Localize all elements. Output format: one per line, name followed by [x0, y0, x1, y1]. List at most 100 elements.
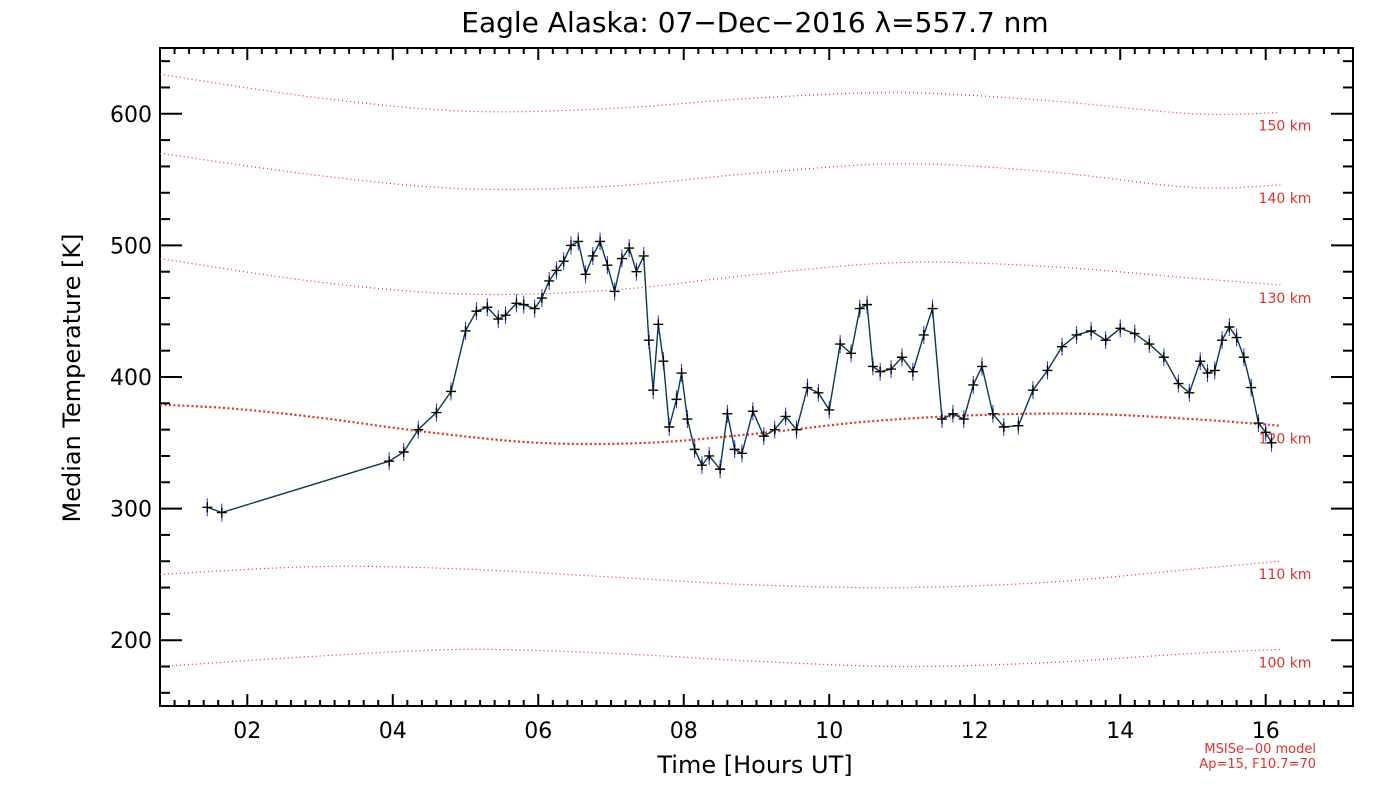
data-point: [689, 444, 700, 455]
data-point: [1266, 437, 1277, 448]
data-point: [518, 299, 529, 310]
x-tick-label: 14: [1106, 719, 1134, 744]
data-point: [758, 431, 769, 442]
x-tick-label: 16: [1252, 719, 1280, 744]
data-point: [1253, 418, 1264, 429]
data-point: [413, 424, 424, 435]
data-point: [536, 293, 547, 304]
data-point: [595, 236, 606, 247]
data-point: [638, 250, 649, 261]
data-series: [202, 232, 1277, 522]
data-point: [398, 447, 409, 458]
data-point: [1184, 387, 1195, 398]
data-point: [715, 464, 726, 475]
x-tick-label: 06: [524, 719, 552, 744]
data-point: [886, 364, 897, 375]
model-annotation-line1: MSISe−00 model: [1204, 742, 1316, 757]
data-point: [216, 507, 227, 518]
data-point: [802, 382, 813, 393]
model-curve-label: 140 km: [1259, 191, 1312, 207]
data-point: [936, 414, 947, 425]
data-point: [968, 379, 979, 390]
data-point: [431, 407, 442, 418]
x-tick-label: 08: [670, 719, 698, 744]
y-tick-label: 300: [110, 498, 152, 523]
data-point: [998, 422, 1009, 433]
x-tick-label: 10: [815, 719, 843, 744]
y-tick-label: 400: [110, 366, 152, 391]
model-curve-label: 100 km: [1259, 655, 1312, 671]
data-point: [1086, 325, 1097, 336]
data-point: [696, 460, 707, 471]
data-point: [736, 448, 747, 459]
data-point: [1209, 365, 1220, 376]
data-point: [947, 408, 958, 419]
data-point: [1057, 341, 1068, 352]
data-point: [1129, 328, 1140, 339]
data-point: [616, 253, 627, 264]
data-point: [587, 250, 598, 261]
data-point: [511, 298, 522, 309]
y-tick-label: 200: [110, 629, 152, 654]
data-point: [896, 352, 907, 363]
data-point: [1231, 332, 1242, 343]
data-point: [791, 424, 802, 435]
data-point: [1144, 339, 1155, 350]
data-point: [609, 286, 620, 297]
data-point: [927, 303, 938, 314]
data-point: [729, 444, 740, 455]
data-point: [384, 456, 395, 467]
model-curve-100-km: [159, 648, 1281, 668]
model-curve-label: 110 km: [1259, 567, 1312, 583]
data-point: [1173, 378, 1184, 389]
data-point: [1224, 321, 1235, 332]
data-point: [854, 303, 865, 314]
data-point: [658, 356, 669, 367]
data-point: [1027, 385, 1038, 396]
data-point: [631, 266, 642, 277]
data-point: [529, 303, 540, 314]
data-point: [1100, 335, 1111, 346]
data-point: [722, 408, 733, 419]
data-point: [835, 339, 846, 350]
data-point: [202, 502, 213, 513]
data-point: [460, 325, 471, 336]
data-point: [769, 424, 780, 435]
data-point: [1217, 335, 1228, 346]
data-point: [566, 240, 577, 251]
x-axis-label: Time [Hours UT]: [656, 751, 852, 779]
data-point: [780, 411, 791, 422]
data-point: [602, 260, 613, 271]
data-point: [573, 236, 584, 247]
data-point: [747, 406, 758, 417]
data-point: [664, 422, 675, 433]
data-point: [875, 366, 886, 377]
series-line: [207, 239, 1273, 514]
data-point: [704, 450, 715, 461]
data-point: [648, 385, 659, 396]
data-point: [977, 361, 988, 372]
data-point: [471, 306, 482, 317]
data-point: [445, 386, 456, 397]
data-point: [1071, 329, 1082, 340]
model-curve-label: 130 km: [1259, 291, 1312, 307]
data-point: [907, 366, 918, 377]
data-point: [653, 319, 664, 330]
data-point: [813, 387, 824, 398]
model-curve-140-km: [159, 152, 1281, 191]
data-point: [544, 275, 555, 286]
data-point: [493, 314, 504, 325]
data-point: [1042, 365, 1053, 376]
y-axis-label: Median Temperature [K]: [58, 233, 86, 522]
data-point: [862, 299, 873, 310]
data-point: [824, 404, 835, 415]
model-curve-110-km: [159, 560, 1281, 589]
data-point: [846, 348, 857, 359]
model-curve-label: 150 km: [1259, 118, 1312, 134]
data-point: [671, 394, 682, 405]
data-point: [643, 335, 654, 346]
data-point: [1013, 420, 1024, 431]
data-point: [1115, 323, 1126, 334]
model-curve-150-km: [159, 73, 1281, 116]
